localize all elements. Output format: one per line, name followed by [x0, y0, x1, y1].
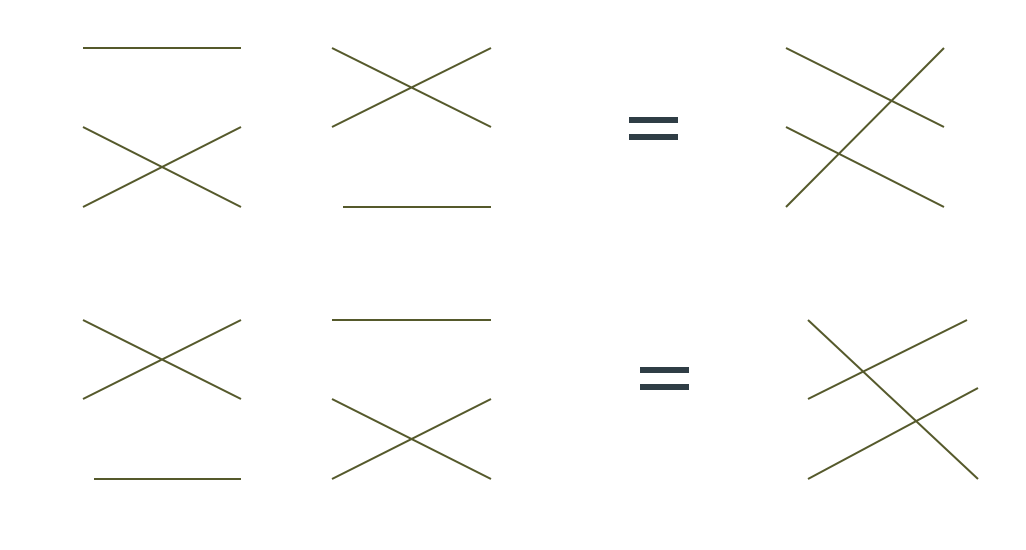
relation-row-1 — [82, 47, 945, 208]
row-1-braid-product — [785, 47, 945, 208]
strand-long-down — [785, 47, 945, 128]
row-2-braid-term-1 — [82, 319, 242, 480]
row-1-braid-term-2 — [331, 47, 492, 208]
equals-bar-top — [640, 367, 689, 373]
row-1-equals-sign — [629, 117, 678, 140]
relation-row-2 — [82, 319, 979, 480]
strand-upper-up — [807, 319, 968, 400]
row-1-braid-term-1 — [82, 47, 242, 208]
row-2-braid-product — [807, 319, 979, 480]
equals-bar-bottom — [629, 134, 678, 140]
row-2-equals-sign — [640, 367, 689, 390]
row-2-braid-term-2 — [331, 319, 492, 480]
strand-lower-down — [785, 126, 945, 208]
strand-steep-down — [807, 319, 979, 480]
crossing-strand-up — [82, 126, 242, 208]
crossing-strand-up — [331, 47, 492, 128]
crossing-strand-up — [331, 398, 492, 480]
equals-bar-bottom — [640, 384, 689, 390]
equals-bar-top — [629, 117, 678, 123]
strand-lower-up — [807, 387, 979, 480]
strand-steep-up — [785, 47, 945, 208]
crossing-strand-up — [82, 319, 242, 400]
